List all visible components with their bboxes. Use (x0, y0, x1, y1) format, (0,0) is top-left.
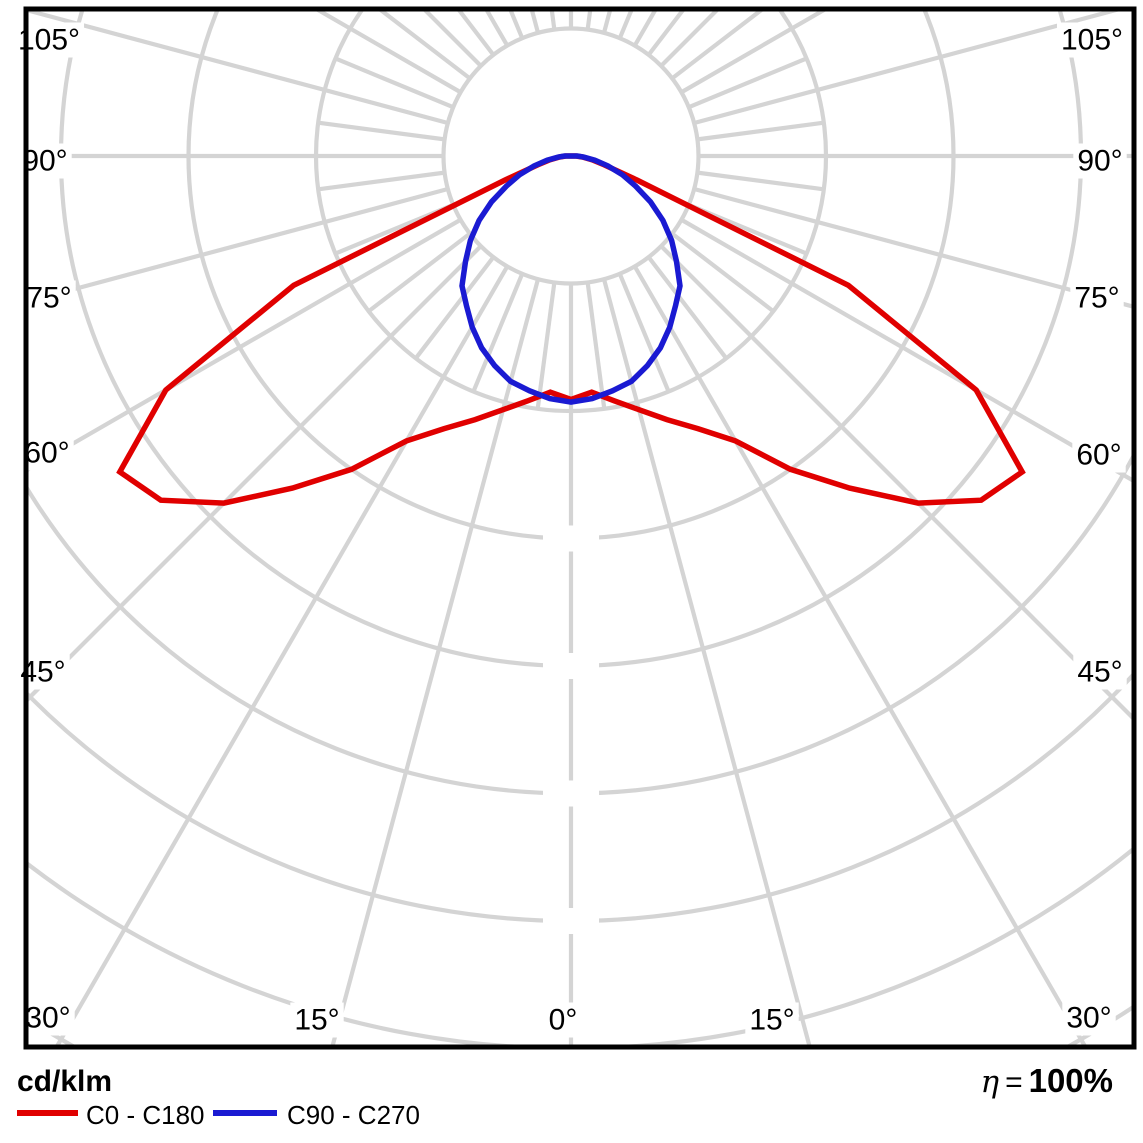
angle-label: 30° (25, 1002, 70, 1035)
angle-label-background (290, 1002, 344, 1038)
grid-radial-line (632, 265, 1087, 1045)
angle-label: 90° (22, 145, 67, 178)
grid-radial-line (28, 244, 483, 702)
grid-fine-radial-tick (617, 11, 634, 40)
angle-label-background (1073, 654, 1127, 690)
angle-label: 75° (26, 282, 71, 315)
grid-fine-radial-tick (334, 56, 455, 110)
grid-fine-radial-tick (670, 231, 775, 313)
efficiency-operator: = (1005, 1066, 1023, 1099)
angle-label: 75° (1074, 282, 1119, 315)
angle-label: 0° (549, 1004, 578, 1037)
grid-fine-radial-tick (585, 282, 607, 410)
grid-radial-line (55, 265, 510, 1045)
angle-label-background (1070, 280, 1124, 316)
grid-radial-line (680, 217, 1132, 483)
plot-border (23, 6, 1137, 1050)
grid-fine-radial-tick (317, 170, 445, 192)
grid-radial-line (659, 244, 1132, 720)
angle-label: 15° (749, 1004, 794, 1037)
grid-fine-radial-tick (508, 11, 525, 40)
grid-radial-line (693, 186, 1132, 309)
angle-label-background (22, 280, 76, 316)
empty-ring-value-box (543, 908, 599, 934)
grid-fine-radial-tick (414, 255, 496, 360)
curve-c90-c270 (459, 153, 683, 405)
angle-label-background (544, 1002, 582, 1038)
grid-fine-radial-tick (646, 11, 685, 57)
legend-label-c90-c270: C90 - C270 (287, 1100, 420, 1130)
grid-fine-radial-tick (378, 11, 472, 81)
grid-fine-radial-tick (617, 272, 671, 393)
grid-radial-line (330, 278, 541, 1045)
angle-label: 60° (1076, 439, 1121, 472)
grid-fine-radial-tick (697, 170, 825, 192)
angle-label-background (1056, 22, 1128, 58)
legend-label-c0-c180: C0 - C180 (86, 1100, 205, 1130)
angle-label-background (1072, 437, 1126, 473)
grid-fine-radial-tick (697, 120, 825, 142)
angle-label-background (20, 435, 74, 471)
angle-label: 105° (1061, 24, 1123, 57)
eta-symbol: η (980, 1064, 1000, 1100)
angle-label: 60° (24, 437, 69, 470)
angle-label: 30° (1066, 1002, 1111, 1035)
grid-fine-radial-tick (457, 11, 496, 57)
grid-fine-radial-tick (535, 282, 557, 410)
angle-label-background (1062, 1000, 1116, 1036)
angle-label: 15° (294, 1004, 339, 1037)
grid-radial-line (28, 186, 449, 304)
angle-label-background (21, 1000, 75, 1036)
angle-label: 90° (1077, 145, 1122, 178)
grid-fine-radial-tick (585, 11, 593, 30)
grid-fine-radial-tick (471, 272, 525, 393)
grid-fine-radial-tick (367, 231, 472, 313)
grid-fine-radial-tick (549, 11, 557, 30)
empty-ring-value-box (543, 653, 599, 679)
empty-ring-value-box (543, 525, 599, 552)
c90-c270-line-swatch (213, 1110, 277, 1116)
angle-label: 45° (1077, 656, 1122, 689)
angle-label-background (745, 1002, 799, 1038)
efficiency-value: 100% (1028, 1062, 1113, 1099)
curve-c0-c180 (116, 153, 1026, 506)
grid-fine-radial-tick (687, 56, 808, 110)
grid-radial-line (693, 11, 1121, 126)
grid-radial-line (28, 217, 462, 472)
grid-fine-radial-tick (646, 255, 728, 360)
units-label: cd/klm (17, 1065, 113, 1098)
c0-c180-line-swatch (17, 1110, 78, 1116)
efficiency-label: η = 100% (980, 1062, 1113, 1100)
angle-label-background (1073, 143, 1127, 179)
empty-ring-value-box (543, 780, 599, 807)
grid-radial-line (28, 11, 449, 126)
grid-radial-line (601, 278, 812, 1045)
grid-fine-radial-tick (317, 120, 445, 142)
grid-fine-radial-tick (670, 11, 764, 81)
